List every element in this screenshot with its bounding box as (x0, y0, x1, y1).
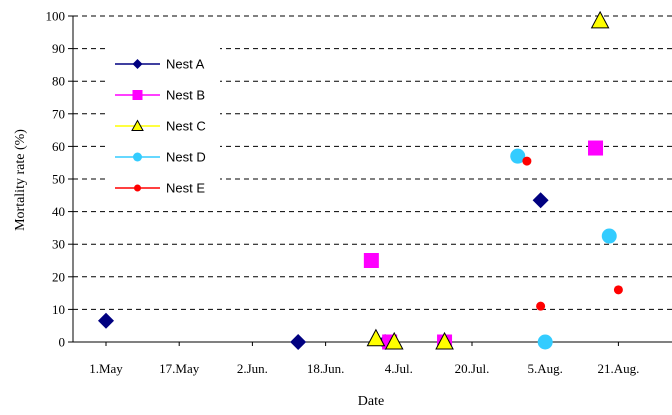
legend-label: Nest D (166, 150, 206, 165)
data-points (98, 10, 623, 350)
legend-marker (132, 59, 143, 69)
y-tick-label: 70 (52, 106, 65, 121)
legend-item: Nest A (115, 57, 205, 72)
legend-item: Nest C (115, 119, 206, 134)
legend-item: Nest D (115, 150, 206, 165)
point-nest-e-2 (613, 285, 623, 295)
point-nest-b-0 (363, 253, 379, 268)
point-nest-c-3 (590, 10, 610, 29)
legend-item: Nest E (115, 181, 205, 196)
x-tick-label: 18.Jun. (307, 361, 345, 376)
point-nest-c-0 (366, 328, 386, 347)
x-axis-title: Date (358, 394, 384, 409)
x-tick-label: 17.May (159, 361, 200, 376)
legend: Nest A Nest B Nest C Nest D Nest E (108, 44, 220, 206)
y-tick-label: 80 (52, 74, 65, 89)
legend-marker (131, 119, 144, 131)
point-nest-e-0 (522, 156, 532, 166)
y-tick-label: 90 (52, 41, 65, 56)
point-nest-a-1 (290, 334, 307, 350)
y-tick-label: 10 (52, 302, 65, 317)
legend-label: Nest A (166, 57, 205, 72)
x-tick-label: 21.Aug. (597, 361, 639, 376)
x-tick-label: 5.Aug. (528, 361, 563, 376)
x-tick-label: 1.May (89, 361, 123, 376)
x-tick-label: 20.Jul. (455, 361, 490, 376)
legend-marker (134, 184, 141, 192)
y-tick-labels: 0 10 20 30 40 50 60 70 80 90 100 (46, 9, 66, 350)
y-tick-label: 60 (52, 139, 65, 154)
legend-label: Nest C (166, 119, 206, 134)
point-nest-b-3 (588, 140, 604, 156)
legend-label: Nest E (166, 181, 205, 196)
point-nest-a-3 (532, 192, 549, 209)
legend-item: Nest B (115, 88, 205, 103)
y-tick-label: 100 (46, 9, 66, 24)
x-tick-label: 2.Jun. (237, 361, 268, 376)
point-nest-a-0 (98, 312, 114, 329)
x-tick-labels: 1.May 17.May 2.Jun. 18.Jun. 4.Jul. 20.Jul. 5.A… (89, 361, 639, 376)
x-tick-label: 4.Jul. (385, 361, 413, 376)
y-axis-title: Mortality rate (%) (13, 129, 28, 231)
legend-marker (133, 152, 142, 162)
legend-background (108, 44, 220, 206)
point-nest-c-2 (435, 331, 454, 350)
point-nest-d-2 (601, 228, 617, 244)
legend-label: Nest B (166, 88, 205, 103)
point-nest-e-1 (536, 301, 546, 311)
legend-marker (132, 90, 143, 100)
y-tick-label: 20 (52, 269, 65, 284)
y-tick-label: 30 (52, 237, 65, 252)
point-nest-d-0 (510, 148, 526, 164)
y-tick-label: 40 (52, 204, 65, 219)
y-tick-label: 0 (59, 335, 66, 350)
y-tick-label: 50 (52, 172, 65, 187)
point-nest-c-1 (384, 331, 404, 350)
point-nest-d-1 (537, 334, 553, 350)
